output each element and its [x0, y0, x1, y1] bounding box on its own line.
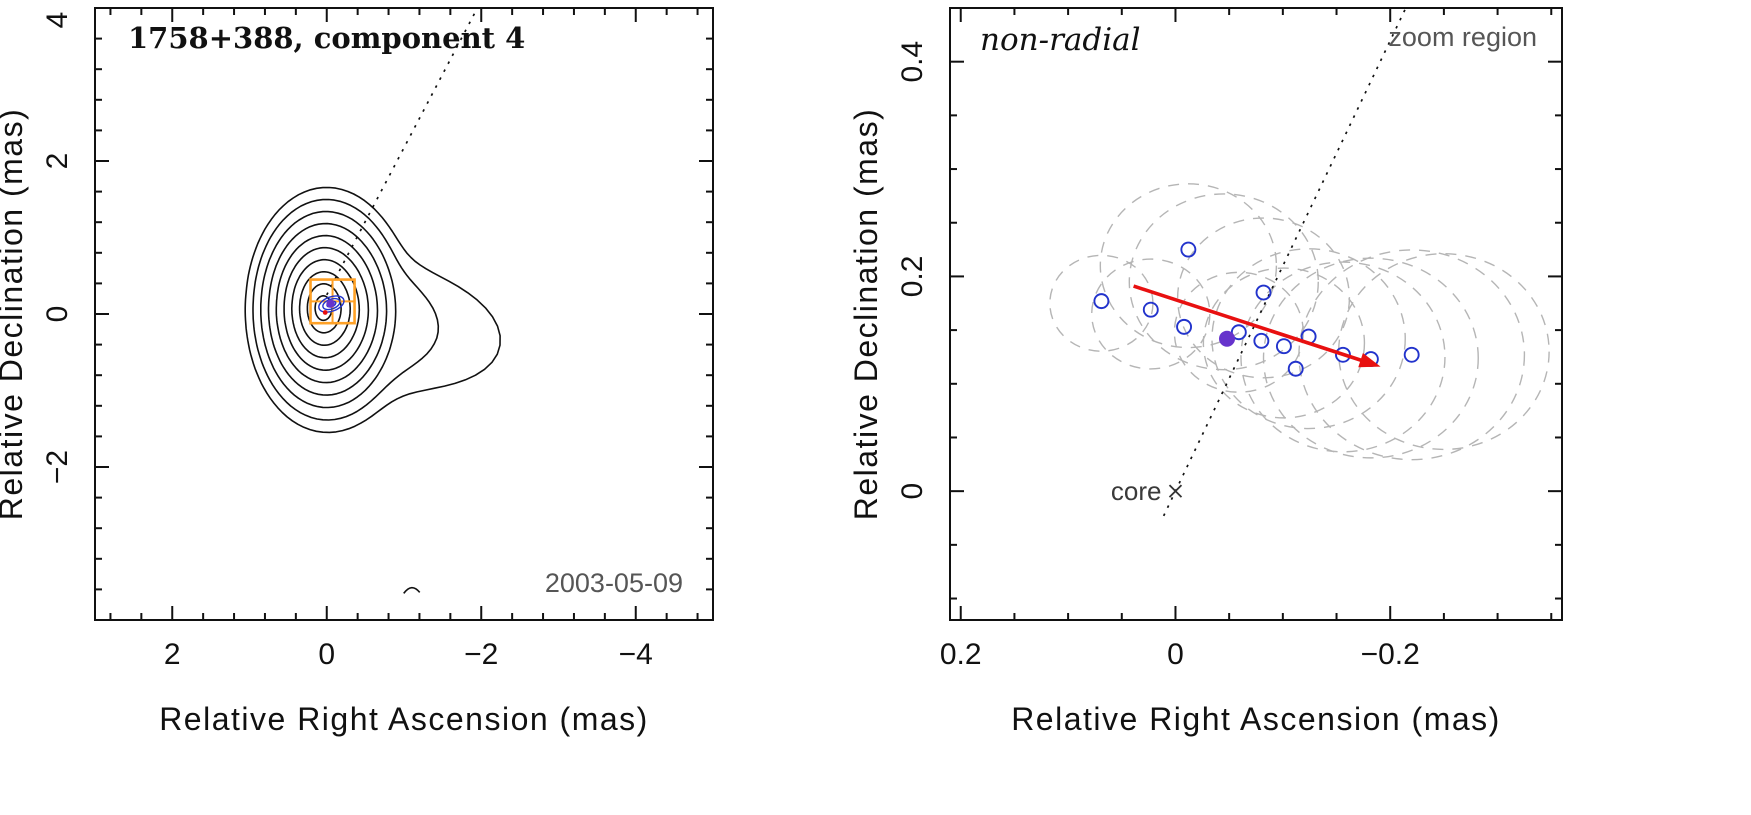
component-position-point [1275, 338, 1292, 355]
zoom-region-label: zoom region [1388, 22, 1537, 52]
left-axes-frame [94, 7, 714, 621]
y-tick-label: 0.4 [896, 41, 929, 83]
error-ellipse [1173, 271, 1304, 393]
x-tick-label: −0.2 [1361, 638, 1420, 671]
component-position-point [1287, 360, 1304, 377]
left-panel: 2 0 −2 −4 4 2 0 −2 Relative Right Ascension (mas… [0, 7, 714, 737]
contour-level [275, 234, 379, 384]
filled-position-point [1219, 330, 1236, 347]
error-ellipse [1262, 257, 1479, 459]
y-tick-label: 4 [41, 12, 74, 29]
component-position-point [1093, 293, 1110, 310]
x-axis-title: Relative Right Ascension (mas) [1011, 701, 1501, 737]
error-ellipses [1049, 183, 1550, 461]
core-label: core [1111, 476, 1162, 506]
y-axis-title: Relative Declination (mas) [848, 108, 884, 520]
right-axes: 0.2 0 −0.2 0 0.2 0.4 Relative Right Ascension … [848, 7, 1563, 737]
epoch-date-label: 2003-05-09 [545, 568, 683, 598]
motion-type-label: non-radial [980, 22, 1141, 58]
component-peak-marker [326, 299, 335, 308]
x-tick-label: 0.2 [940, 638, 982, 671]
radial-direction-line [325, 7, 479, 296]
x-tick-label: −2 [464, 638, 498, 671]
error-ellipse [1211, 248, 1406, 430]
panel-title: 1758+388, component 4 [128, 21, 525, 55]
red-mark [322, 310, 328, 315]
component-position-point [1253, 332, 1270, 349]
error-ellipse [1240, 261, 1446, 453]
error-ellipse [1337, 253, 1550, 451]
contour-lines [244, 186, 501, 434]
component-position-point [1142, 301, 1159, 318]
core-marker [1168, 484, 1183, 498]
motion-arrow [1133, 284, 1381, 368]
y-tick-label: 0 [41, 306, 74, 323]
contour-level [283, 246, 370, 371]
y-tick-label: −2 [41, 450, 74, 484]
scatter-points [1093, 241, 1420, 377]
x-axis-title: Relative Right Ascension (mas) [159, 701, 649, 737]
contour-level [260, 210, 397, 409]
x-tick-label: 2 [164, 638, 181, 671]
error-ellipse [1298, 249, 1526, 461]
error-ellipse [1049, 254, 1154, 352]
contour-level [244, 186, 501, 434]
small-contour-fragment [403, 586, 421, 594]
component-position-point [1176, 318, 1193, 335]
y-axis-title: Relative Declination (mas) [0, 108, 29, 520]
right-panel: core 0.2 0 −0.2 0 0.2 0.4 Relative Right Ascens… [848, 6, 1563, 737]
radial-direction-line [1162, 6, 1408, 517]
component-position-point [1230, 324, 1247, 341]
error-ellipse [1176, 217, 1351, 379]
x-tick-label: 0 [318, 638, 335, 671]
error-ellipse [1091, 258, 1211, 370]
contour-level [252, 198, 440, 421]
component-position-point [1255, 284, 1272, 301]
error-ellipse [1202, 267, 1366, 419]
y-tick-label: 0 [896, 483, 929, 500]
x-tick-label: 0 [1167, 638, 1184, 671]
x-tick-label: −4 [619, 638, 653, 671]
right-axes-frame [949, 7, 1563, 621]
component-contours [318, 295, 345, 315]
contour-level [291, 258, 361, 359]
contour-level [306, 283, 342, 334]
error-ellipse [1099, 183, 1278, 349]
component-position-point [1180, 241, 1197, 258]
error-ellipse [1128, 193, 1319, 371]
y-tick-label: 2 [41, 153, 74, 170]
contour-level [314, 295, 333, 322]
component-position-point [1403, 346, 1420, 363]
left-axes: 2 0 −2 −4 4 2 0 −2 Relative Right Ascension (mas… [0, 7, 714, 737]
y-tick-label: 0.2 [896, 256, 929, 298]
contour-level [267, 222, 388, 396]
